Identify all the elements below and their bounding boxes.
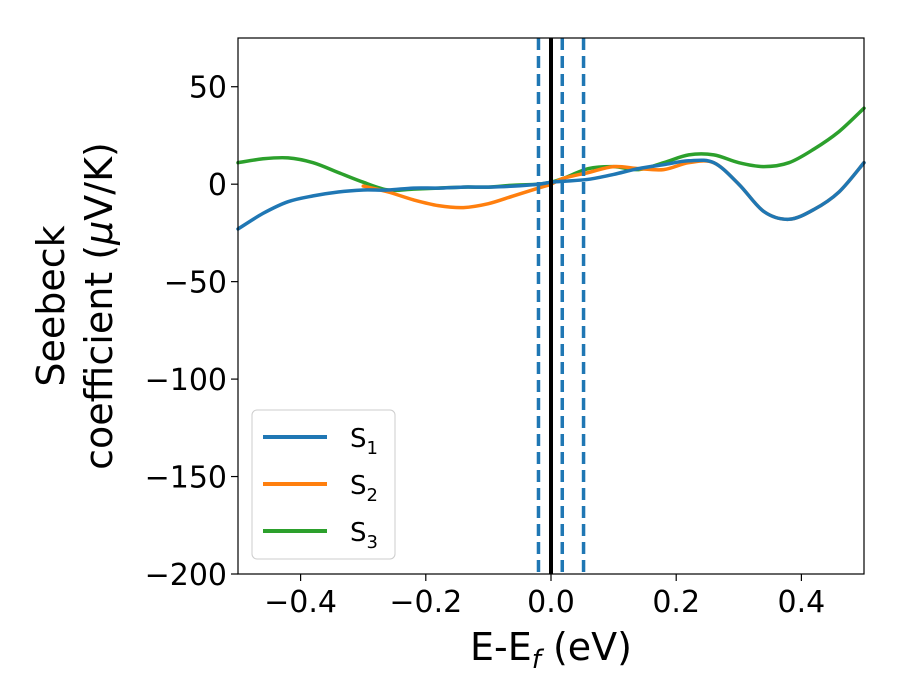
axis-ticks: −0.4 −0.2 0.0 0.2 0.4 50 0 −50 −100 −150 −200 [145, 71, 826, 620]
y-axis-label-line1: Seebeck [29, 225, 73, 386]
y-tick-label: −150 [145, 461, 227, 496]
x-tick-label: −0.2 [389, 585, 462, 620]
y-tick-label: −50 [164, 266, 227, 301]
legend-label-s3: S3 [350, 518, 378, 553]
x-tick-label: −0.4 [264, 585, 337, 620]
x-tick-label: 0.4 [778, 585, 826, 620]
x-axis-label: E-Ef (eV) [470, 625, 632, 675]
y-tick-label: 50 [189, 71, 227, 106]
y-tick-label: −100 [145, 363, 227, 398]
x-tick-label: 0.0 [527, 585, 575, 620]
series-line-s2 [361, 159, 866, 222]
legend-label-s2: S2 [350, 471, 378, 506]
y-tick-label: 0 [208, 168, 227, 203]
legend: S1 S2 S3 [251, 409, 396, 560]
y-axis-label-line2: coefficient (μV/K) [77, 142, 121, 470]
y-tick-label: −200 [145, 558, 227, 593]
x-tick-label: 0.2 [652, 585, 700, 620]
y-axis-label: Seebeck coefficient (μV/K) [29, 142, 121, 470]
legend-label-s1: S1 [350, 424, 378, 459]
reference-lines [536, 38, 586, 574]
